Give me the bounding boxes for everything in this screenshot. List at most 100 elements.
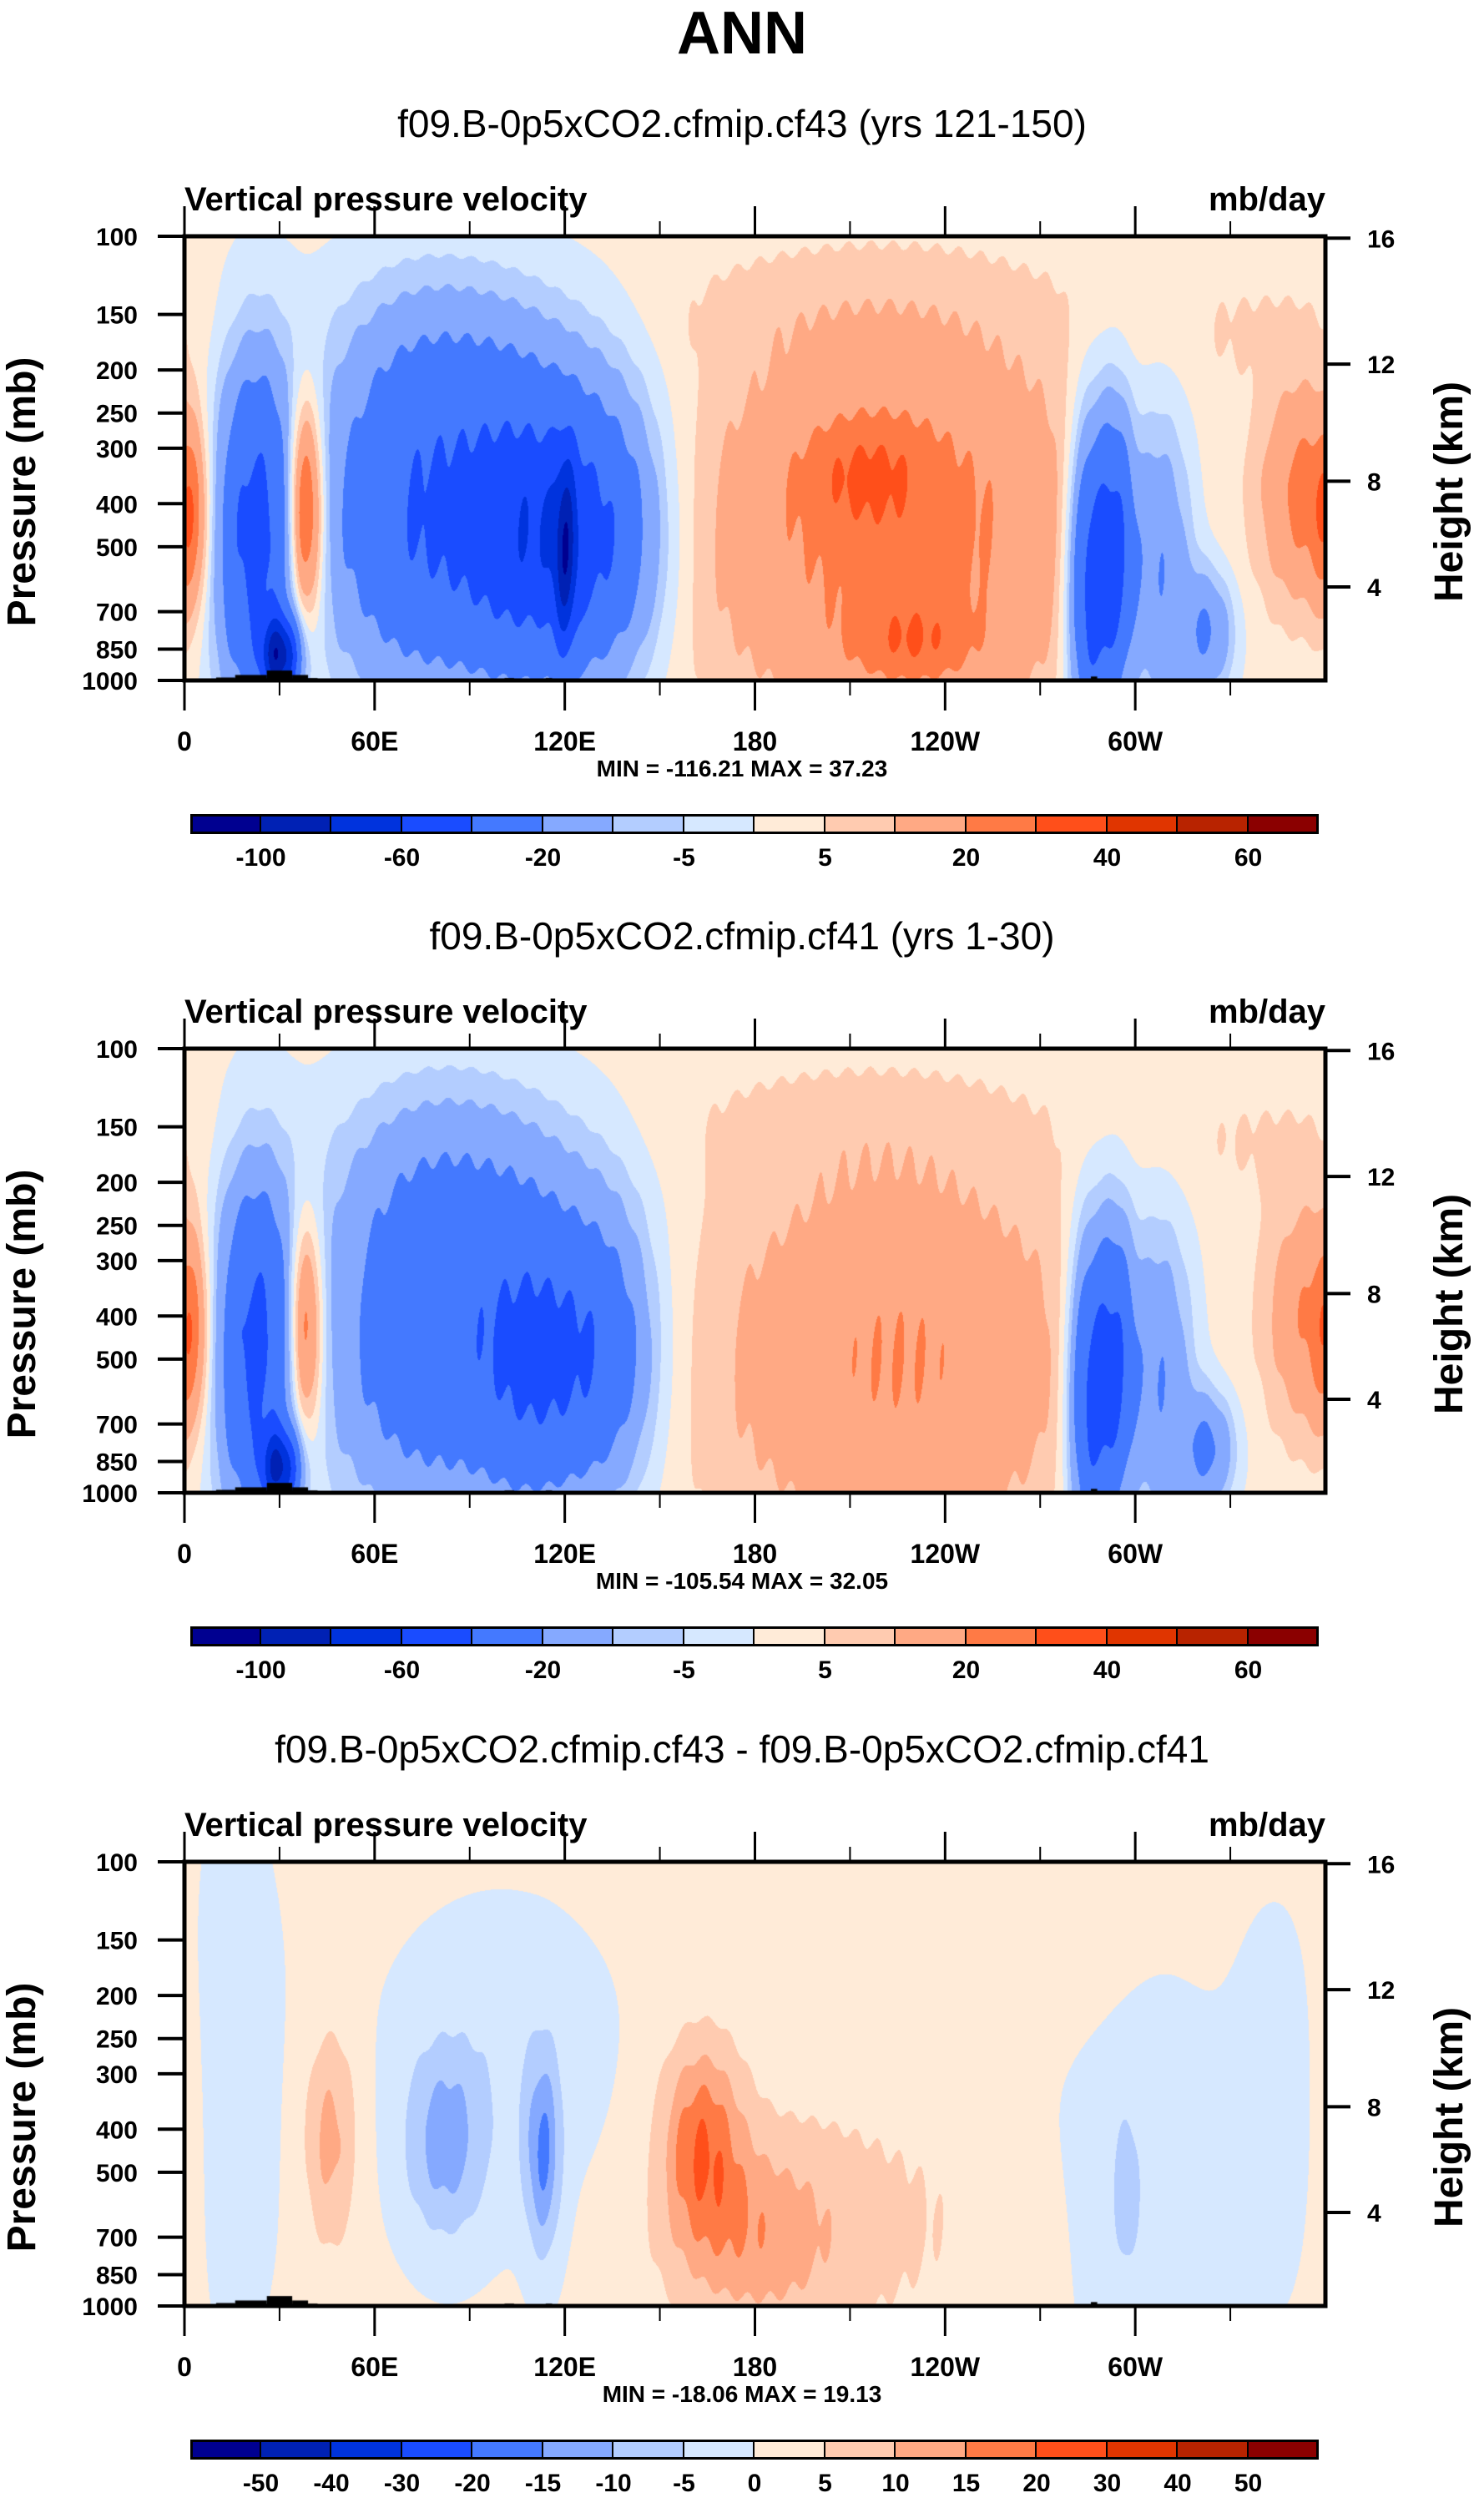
colorbar-label: 40 (1093, 1656, 1122, 1684)
colorbar-swatch (190, 1626, 261, 1646)
units-label: mb/day (1208, 181, 1325, 218)
y2-axis-title: Height (km) (1427, 382, 1471, 602)
y-axis-title: Pressure (mb) (0, 1170, 44, 1439)
y-tick-label: 200 (96, 1170, 138, 1197)
colorbar-label: 30 (1093, 2470, 1122, 2497)
colorbar-label: 15 (951, 2470, 981, 2497)
y2-tick-label: 8 (1367, 1281, 1381, 1308)
colorbar-swatch (1107, 2440, 1178, 2460)
colorbar-label: -20 (524, 1656, 562, 1684)
colorbar-label: 0 (747, 2470, 762, 2497)
colorbar-frame (190, 1626, 1319, 1646)
y-tick-label: 500 (96, 534, 138, 562)
colorbar-label: -100 (235, 844, 286, 872)
colorbar-swatch (613, 1626, 684, 1646)
colorbar-label: 5 (818, 2470, 832, 2497)
colorbar-swatch (825, 2440, 896, 2460)
colorbar-label: -20 (454, 2470, 491, 2497)
units-label: mb/day (1208, 1807, 1325, 1843)
y2-tick-label: 4 (1367, 1387, 1381, 1414)
x-tick-label: 60W (1108, 726, 1163, 756)
y-tick-label: 400 (96, 2116, 138, 2144)
contour-field (184, 1862, 1325, 2306)
y-tick-label: 700 (96, 2225, 138, 2253)
x-tick-label: 0 (177, 1539, 192, 1569)
colorbar-label: 20 (1022, 2470, 1051, 2497)
y-axis-title: Pressure (mb) (0, 1983, 44, 2253)
x-tick-label: 0 (177, 2352, 192, 2382)
colorbar-swatch (1248, 2440, 1319, 2460)
colorbar-label: -50 (242, 2470, 280, 2497)
x-tick-label: 180 (733, 2352, 777, 2382)
colorbar-label: -5 (673, 2470, 695, 2497)
colorbar-swatch (190, 2440, 261, 2460)
y2-tick-label: 12 (1367, 351, 1395, 379)
colorbar-label: -5 (673, 1656, 695, 1684)
colorbar-swatch (1037, 814, 1108, 834)
colorbar-swatch (684, 2440, 755, 2460)
x-tick-label: 120E (533, 1539, 596, 1569)
y-tick-label: 700 (96, 1412, 138, 1439)
y-tick-label: 500 (96, 2160, 138, 2187)
x-tick-label: 180 (733, 726, 777, 756)
colorbar-swatch (472, 1626, 543, 1646)
variable-label: Vertical pressure velocity (184, 994, 588, 1030)
colorbar-frame (190, 2440, 1319, 2460)
x-tick-label: 60W (1108, 2352, 1163, 2382)
min-max-stats: MIN = -18.06 MAX = 19.13 (602, 2381, 882, 2407)
min-max-stats: MIN = -116.21 MAX = 37.23 (596, 756, 888, 781)
x-tick-label: 120E (533, 2352, 596, 2382)
colorbar-label: -15 (524, 2470, 562, 2497)
y-tick-label: 300 (96, 436, 138, 463)
y-tick-label: 100 (96, 1849, 138, 1877)
colorbar-label: 5 (818, 1656, 832, 1684)
colorbar-label: 40 (1093, 844, 1122, 872)
colorbar-swatch (260, 1626, 331, 1646)
y-tick-label: 850 (96, 636, 138, 664)
colorbar-label: -30 (383, 2470, 421, 2497)
y2-tick-label: 8 (1367, 468, 1381, 496)
y-tick-label: 1000 (82, 2293, 138, 2321)
y-tick-label: 300 (96, 2061, 138, 2089)
y-tick-label: 1000 (82, 668, 138, 695)
colorbar-label: -10 (595, 2470, 632, 2497)
x-tick-label: 180 (733, 1539, 777, 1569)
colorbar-swatch (755, 814, 825, 834)
colorbar-swatch (896, 1626, 967, 1646)
colorbar-swatch (1178, 814, 1249, 834)
colorbar-swatch (613, 814, 684, 834)
colorbar-swatch (684, 1626, 755, 1646)
colorbar-label: 20 (951, 844, 981, 872)
colorbar-swatch (331, 2440, 402, 2460)
y2-tick-label: 16 (1367, 225, 1395, 253)
colorbar-swatch (401, 2440, 472, 2460)
x-tick-label: 60W (1108, 1539, 1163, 1569)
panel-title: f09.B-0p5xCO2.cfmip.cf43 (yrs 121-150) (397, 102, 1087, 145)
colorbar-frame (190, 814, 1319, 834)
y-tick-label: 100 (96, 224, 138, 251)
y-tick-label: 850 (96, 1449, 138, 1476)
y-tick-label: 250 (96, 1213, 138, 1241)
variable-label: Vertical pressure velocity (184, 181, 588, 218)
colorbar-swatch (896, 2440, 967, 2460)
x-tick-label: 60E (351, 1539, 398, 1569)
y2-tick-label: 12 (1367, 1164, 1395, 1191)
y-tick-label: 150 (96, 1115, 138, 1142)
colorbar-label: -20 (524, 844, 562, 872)
colorbar-swatch (331, 1626, 402, 1646)
y2-axis-title: Height (km) (1427, 2007, 1471, 2227)
colorbar-swatch (684, 814, 755, 834)
colorbar-label: 60 (1234, 844, 1263, 872)
y2-tick-label: 12 (1367, 1977, 1395, 2005)
y2-tick-label: 16 (1367, 1851, 1395, 1879)
colorbar: -100 -60 -20 -5 5 20 40 60 (190, 814, 1319, 872)
colorbar-swatch (966, 2440, 1037, 2460)
main-title: ANN (677, 0, 807, 67)
x-tick-label: 60E (351, 726, 398, 756)
colorbar-swatch (1107, 814, 1178, 834)
colorbar-swatch (755, 1626, 825, 1646)
x-tick-label: 120W (911, 726, 981, 756)
y-tick-label: 150 (96, 1928, 138, 1955)
colorbar-swatch (613, 2440, 684, 2460)
colorbar: -100 -60 -20 -5 5 20 40 60 (190, 1626, 1319, 1685)
